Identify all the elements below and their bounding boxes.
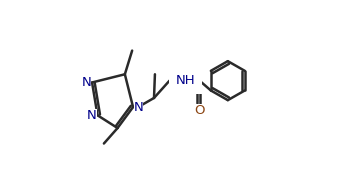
Text: N: N xyxy=(82,76,92,89)
Text: N: N xyxy=(134,101,143,114)
Text: NH: NH xyxy=(176,74,196,87)
Text: O: O xyxy=(194,104,205,117)
Text: N: N xyxy=(87,109,97,122)
